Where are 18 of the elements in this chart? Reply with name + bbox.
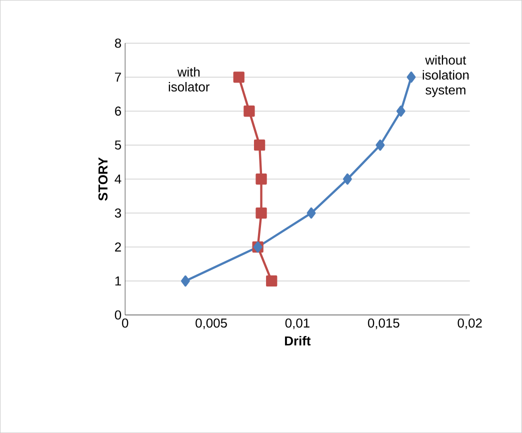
y-tick-label: 1 <box>115 276 121 286</box>
y-tick-label: 8 <box>114 38 122 48</box>
series-label: without isolation system <box>422 55 469 98</box>
y-tick-label: 7 <box>115 72 121 82</box>
series-label: with isolator <box>168 67 210 92</box>
y-axis-title: STORY <box>98 157 108 201</box>
x-tick-label: 0,005 <box>196 318 227 330</box>
x-tick-label: 0,01 <box>285 318 310 330</box>
x-tick-label: 0,015 <box>368 318 400 330</box>
x-axis-title: Drift <box>285 336 311 346</box>
y-tick-label: 5 <box>114 140 122 150</box>
y-tick-label: 3 <box>114 208 122 218</box>
x-tick-label: 0,02 <box>458 318 482 330</box>
y-tick-label: 0 <box>114 310 122 320</box>
x-tick-label: 0 <box>122 318 128 328</box>
y-tick-label: 2 <box>115 242 121 252</box>
y-tick-label: 6 <box>115 106 122 116</box>
y-tick-label: 4 <box>114 174 122 184</box>
